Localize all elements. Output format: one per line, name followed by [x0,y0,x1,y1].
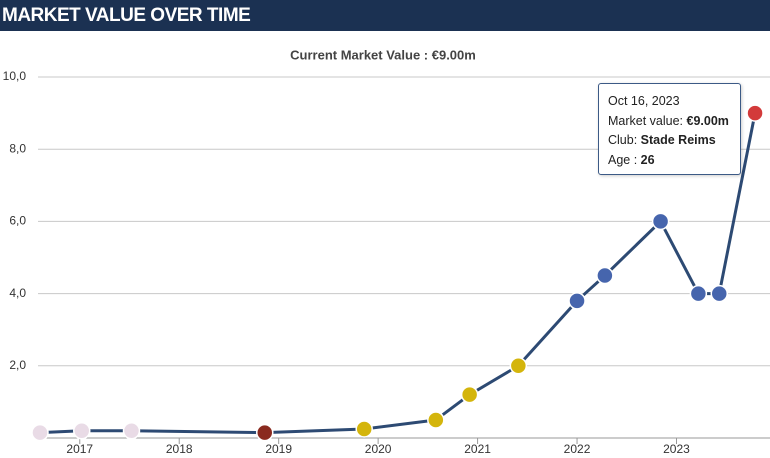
point [427,411,445,429]
x-tick-label: 2017 [66,442,93,456]
tooltip-date: Oct 16, 2023 [608,94,680,108]
chart-subtitle: Current Market Value : €9.00m [290,47,476,62]
x-tick-label: 2022 [564,442,591,456]
tooltip-label: Age : [608,152,641,167]
section-header: MARKET VALUE OVER TIME [0,0,770,31]
point [509,357,528,375]
point [689,284,708,303]
point [596,266,614,285]
x-tick-label: 2021 [464,442,491,456]
y-tick-label: 2,0 [9,358,26,372]
point [710,284,729,303]
x-tick-label: 2020 [365,442,392,456]
point [460,385,479,404]
x-tick-label: 2019 [265,442,292,456]
point [651,212,670,231]
y-tick-label: 8,0 [9,141,26,155]
point [73,422,91,440]
tooltip-club: Club: Stade Reims [608,131,731,151]
tooltip-age: Age : 26 [608,151,731,171]
point [355,420,373,438]
tooltip-value: Market value: €9.00m [608,112,731,132]
line [39,112,757,435]
tooltip-label: Market value: [608,113,687,128]
point [31,423,49,442]
tooltip: Oct 16, 2023 Market value: €9.00m Club: … [598,83,741,175]
x-tick-label: 2023 [663,442,690,456]
tooltip-text: €9.00m [686,113,729,128]
y-tick-label: 10,0 [3,69,27,83]
tooltip-text: Stade Reims [640,133,716,147]
y-tick-label: 6,0 [9,214,26,228]
tooltip-label: Club: [608,133,641,147]
point [122,422,141,440]
point [256,423,274,442]
tooltip-text: 26 [640,152,655,167]
y-tick-label: 4,0 [9,286,26,300]
x-tick-label: 2018 [166,442,193,456]
point [746,104,764,122]
point [568,292,586,310]
